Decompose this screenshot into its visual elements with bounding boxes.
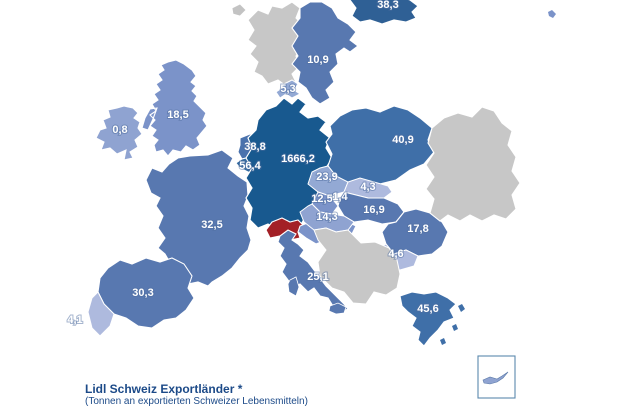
svg-text:18,5: 18,5 (167, 109, 188, 121)
svg-text:(Tonnen an exportierten Schwei: (Tonnen an exportierten Schweizer Lebens… (85, 396, 308, 407)
svg-text:56,4: 56,4 (239, 160, 261, 172)
svg-text:38,3: 38,3 (377, 0, 398, 11)
svg-text:12,5: 12,5 (311, 193, 332, 205)
svg-text:45,6: 45,6 (417, 303, 438, 315)
svg-text:17,8: 17,8 (407, 223, 428, 235)
svg-text:Lidl Schweiz Exportländer *: Lidl Schweiz Exportländer * (85, 382, 243, 396)
svg-text:1,4: 1,4 (332, 191, 348, 203)
svg-text:40,9: 40,9 (392, 134, 413, 146)
svg-text:25,1: 25,1 (307, 271, 328, 283)
svg-text:1666,2: 1666,2 (281, 153, 315, 165)
svg-text:4,6: 4,6 (388, 248, 403, 260)
svg-text:5,3: 5,3 (280, 83, 295, 95)
svg-text:10,9: 10,9 (307, 54, 328, 66)
svg-text:14,3: 14,3 (316, 211, 337, 223)
svg-text:4,3: 4,3 (360, 181, 375, 193)
svg-text:16,9: 16,9 (363, 204, 384, 216)
svg-text:23,9: 23,9 (316, 171, 337, 183)
svg-text:38,8: 38,8 (244, 141, 265, 153)
svg-text:32,5: 32,5 (201, 219, 222, 231)
svg-text:4,1: 4,1 (67, 314, 82, 326)
svg-text:30,3: 30,3 (132, 287, 153, 299)
svg-text:0,8: 0,8 (112, 124, 127, 136)
